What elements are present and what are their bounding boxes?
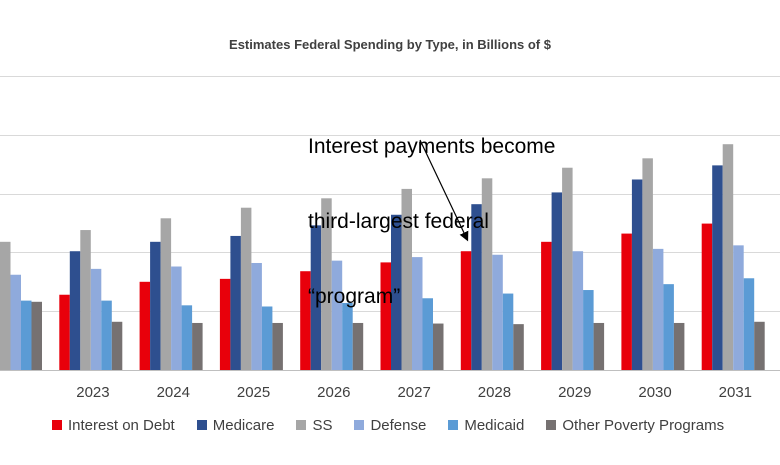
bar-ss-2027 bbox=[401, 188, 412, 370]
legend-swatch bbox=[52, 420, 62, 430]
bar-other-poverty-programs-2029 bbox=[593, 322, 605, 370]
x-tick-label: 2028 bbox=[478, 384, 511, 401]
bar-medicare-2027 bbox=[391, 214, 402, 370]
bar-defense-2022 bbox=[10, 274, 21, 370]
legend: Interest on Debt Medicare SS Defense Med… bbox=[52, 415, 746, 435]
bar-interest-on-debt-2029 bbox=[541, 241, 552, 370]
bar-ss-2022 bbox=[0, 241, 11, 370]
bar-interest-on-debt-2028 bbox=[460, 251, 472, 370]
legend-label: Medicare bbox=[212, 416, 275, 434]
legend-label: Medicaid bbox=[464, 416, 525, 434]
bar-medicaid-2027 bbox=[422, 298, 433, 370]
bar-other-poverty-programs-2025 bbox=[272, 322, 283, 370]
bar-ss-2029 bbox=[562, 167, 573, 370]
bar-ss-2026 bbox=[321, 198, 332, 370]
bar-ss-2023 bbox=[80, 230, 91, 370]
bar-medicare-2031 bbox=[712, 165, 723, 370]
x-tick-label: 2024 bbox=[157, 384, 190, 401]
bar-defense-2027 bbox=[412, 257, 423, 370]
bar-defense-2023 bbox=[90, 268, 102, 370]
bar-medicaid-2025 bbox=[261, 306, 273, 370]
bar-other-poverty-programs-2031 bbox=[754, 321, 765, 370]
x-tick-label: 2029 bbox=[558, 384, 591, 401]
bar-interest-on-debt-2030 bbox=[621, 233, 632, 370]
x-axis: 20232024202520262027202820292030203120 bbox=[0, 370, 780, 401]
bar-interest-on-debt-2023 bbox=[59, 294, 70, 370]
legend-label: SS bbox=[312, 416, 333, 434]
chart-title: Estimates Federal Spending by Type, in B… bbox=[229, 37, 551, 52]
bar-interest-on-debt-2025 bbox=[219, 278, 231, 370]
bar-medicare-2030 bbox=[631, 179, 643, 370]
bar-medicare-2026 bbox=[310, 225, 322, 370]
x-tick-label: 2025 bbox=[237, 384, 270, 401]
legend-item-defense: Defense bbox=[354, 417, 426, 434]
bar-defense-2030 bbox=[652, 248, 664, 370]
bar-other-poverty-programs-2022 bbox=[31, 301, 42, 370]
bar-other-poverty-programs-2030 bbox=[673, 322, 685, 370]
bar-ss-2024 bbox=[160, 218, 172, 370]
x-tick-label: 2023 bbox=[76, 384, 109, 401]
legend-item-medicaid: Medicaid bbox=[448, 417, 524, 434]
annotation-line-2: third-largest federal bbox=[308, 210, 489, 233]
x-tick-label: 2030 bbox=[638, 384, 671, 401]
bar-defense-2024 bbox=[171, 266, 182, 370]
bar-defense-2025 bbox=[251, 262, 262, 370]
bar-medicaid-2029 bbox=[583, 290, 594, 370]
legend-label: Other Poverty Programs bbox=[562, 416, 725, 434]
legend-item-ss: SS bbox=[296, 417, 332, 434]
bar-ss-2025 bbox=[240, 207, 252, 370]
bar-medicaid-2026 bbox=[342, 302, 353, 370]
legend-item-other-poverty: Other Poverty Programs bbox=[546, 417, 724, 434]
bar-other-poverty-programs-2026 bbox=[352, 322, 364, 370]
x-tick-label: 2026 bbox=[317, 384, 350, 401]
bar-medicare-2024 bbox=[150, 241, 161, 370]
bar-medicare-2028 bbox=[471, 204, 482, 370]
annotation-line-3: “program” bbox=[308, 285, 401, 308]
bar-defense-2026 bbox=[331, 260, 343, 370]
annotation-arrow-line bbox=[419, 139, 469, 242]
bar-defense-2028 bbox=[492, 254, 503, 370]
legend-label: Defense bbox=[370, 416, 427, 434]
legend-swatch bbox=[448, 420, 459, 430]
bar-medicaid-2024 bbox=[181, 305, 193, 370]
bar-medicaid-2022 bbox=[21, 300, 32, 370]
bar-medicaid-2028 bbox=[502, 293, 514, 370]
bar-ss-2028 bbox=[481, 178, 493, 370]
bars bbox=[0, 144, 765, 370]
x-tick-label: 2027 bbox=[397, 384, 430, 401]
legend-swatch bbox=[196, 420, 207, 430]
bar-other-poverty-programs-2028 bbox=[513, 324, 524, 370]
bar-medicaid-2023 bbox=[101, 300, 112, 370]
legend-swatch bbox=[296, 420, 307, 430]
legend-swatch bbox=[546, 420, 557, 430]
bar-other-poverty-programs-2023 bbox=[111, 321, 123, 370]
bar-other-poverty-programs-2024 bbox=[192, 322, 203, 370]
bar-medicare-2025 bbox=[230, 235, 241, 370]
bar-defense-2031 bbox=[733, 245, 744, 370]
x-tick-label: 2031 bbox=[719, 384, 752, 401]
annotation-arrow bbox=[419, 139, 469, 242]
bar-defense-2029 bbox=[572, 251, 584, 370]
annotation-line-1: Interest payments become bbox=[308, 135, 556, 158]
bar-medicaid-2031 bbox=[743, 278, 755, 370]
legend-item-interest: Interest on Debt bbox=[52, 417, 175, 434]
legend-item-medicare: Medicare bbox=[196, 416, 275, 434]
bar-interest-on-debt-2027 bbox=[380, 262, 391, 370]
bar-ss-2031 bbox=[722, 144, 734, 370]
bar-ss-2030 bbox=[642, 158, 653, 370]
bar-other-poverty-programs-2027 bbox=[433, 323, 444, 370]
bar-interest-on-debt-2024 bbox=[139, 281, 151, 370]
legend-swatch bbox=[354, 420, 365, 430]
annotation-text: Interest payments become third-largest f… bbox=[308, 84, 555, 334]
bar-interest-on-debt-2026 bbox=[300, 271, 311, 370]
legend-label: Interest on Debt bbox=[68, 416, 175, 434]
bar-medicare-2029 bbox=[551, 192, 563, 370]
bar-medicare-2023 bbox=[69, 251, 81, 370]
bar-medicaid-2030 bbox=[663, 284, 674, 370]
bar-interest-on-debt-2031 bbox=[701, 223, 713, 370]
